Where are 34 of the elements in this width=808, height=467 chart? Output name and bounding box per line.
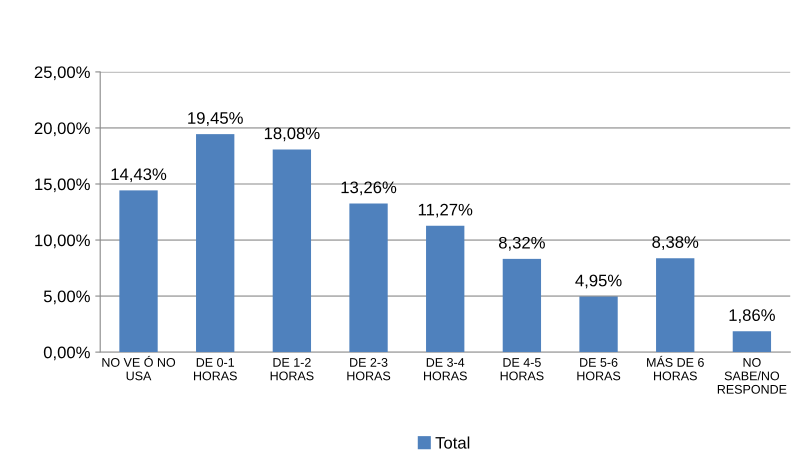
y-tick-label: 15,00% bbox=[35, 178, 90, 192]
x-tick-label: DE 5-6 HORAS bbox=[577, 358, 620, 380]
y-tick-label: 20,00% bbox=[34, 122, 90, 136]
y-tick-label: 0,00% bbox=[44, 346, 90, 360]
bar bbox=[732, 331, 772, 352]
bar bbox=[502, 258, 542, 352]
x-tick-label: DE 2-3 HORAS bbox=[347, 358, 390, 380]
data-label: 13,26% bbox=[342, 181, 396, 196]
data-label: 8,38% bbox=[652, 236, 698, 250]
bar bbox=[272, 149, 312, 352]
x-tick-label: DE 3-4 HORAS bbox=[424, 358, 467, 380]
bar bbox=[656, 258, 694, 352]
bar bbox=[119, 190, 158, 352]
bar bbox=[196, 134, 234, 352]
data-label: 18,08% bbox=[264, 127, 320, 142]
x-tick-label: MÁS DE 6 HORAS bbox=[647, 356, 704, 380]
bar bbox=[579, 296, 618, 352]
x-tick-label: NO VE Ó NO USA bbox=[102, 356, 176, 380]
data-label: 11,27% bbox=[418, 204, 472, 218]
x-tick-label: DE 1-2 HORAS bbox=[270, 358, 314, 380]
x-tick-label: NO SABE/NO RESPONDE bbox=[718, 358, 786, 394]
bar bbox=[349, 204, 388, 352]
data-label: 1,86% bbox=[730, 309, 775, 323]
data-label: 14,43% bbox=[112, 168, 166, 182]
data-label: 4,95% bbox=[575, 274, 622, 288]
legend-label: Total bbox=[436, 436, 470, 449]
data-label: 19,45% bbox=[188, 112, 243, 126]
y-tick-label: 25,00% bbox=[34, 66, 90, 80]
x-tick-label: DE 4-5 HORAS bbox=[500, 358, 544, 380]
data-label: 8,32% bbox=[498, 236, 545, 251]
y-tick-label: 5,00% bbox=[44, 290, 90, 304]
x-tick-label: DE 0-1 HORAS bbox=[194, 358, 237, 380]
y-tick-label: 10,00% bbox=[35, 234, 90, 248]
bar bbox=[426, 226, 464, 352]
